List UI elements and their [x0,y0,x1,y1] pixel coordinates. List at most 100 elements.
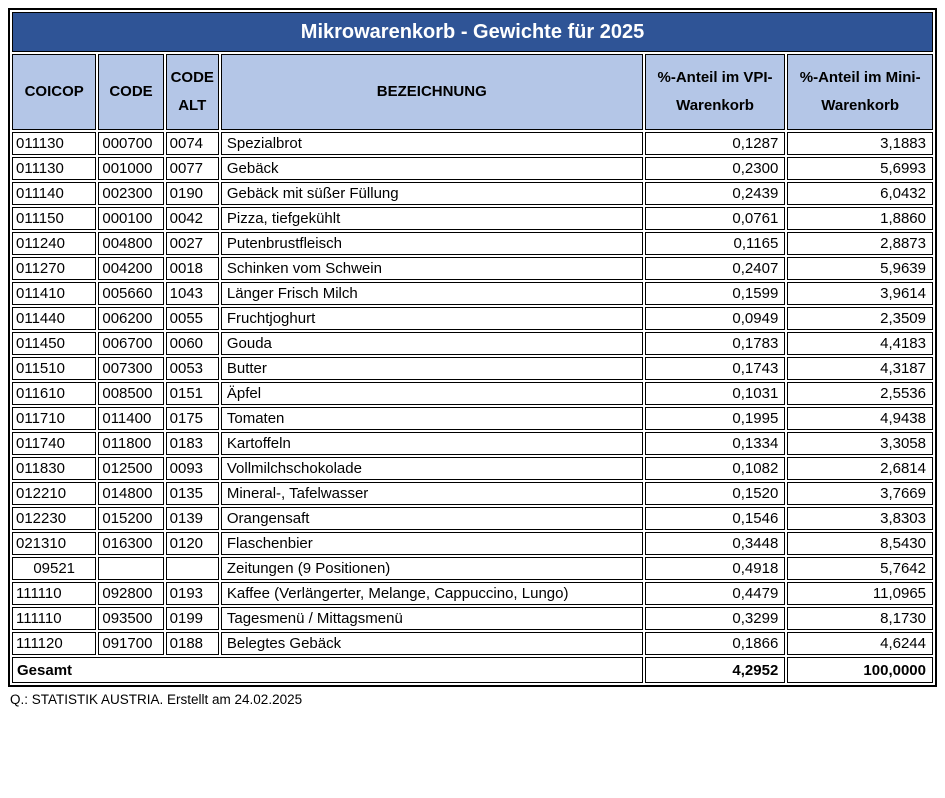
column-header-code-label: CODE [109,83,153,101]
cell-vpi-anteil: 0,1599 [644,282,786,305]
cell-mini-anteil: 4,6244 [787,632,933,655]
cell-mini-anteil: 11,0965 [787,582,933,605]
table-row: 011510 007300 0053 Butter 0,1743 4,3187 [12,357,933,380]
cell-vpi-anteil: 0,4479 [644,582,786,605]
cell-bezeichnung: Pizza, tiefgekühlt [220,207,643,230]
table-row: 012230 015200 0139 Orangensaft 0,1546 3,8303 [12,507,933,530]
column-header-mini-anteil: %-Anteil im Mini- Warenkorb [787,54,933,130]
cell-code-alt: 0183 [165,432,219,455]
cell-coicop: 011610 [12,382,97,405]
table-row: 111120 091700 0188 Belegtes Gebäck 0,1866 4,6… [12,632,933,655]
cell-coicop: 011270 [12,257,97,280]
cell-coicop: 011440 [12,307,97,330]
title-row: Mikrowarenkorb - Gewichte für 2025 [12,12,933,52]
cell-coicop: 021310 [12,532,97,555]
cell-code: 002300 [98,182,164,205]
cell-mini-anteil: 3,8303 [787,507,933,530]
table-row: 011610 008500 0151 Äpfel 0,1031 2,5536 [12,382,933,405]
table-row: 012210 014800 0135 Mineral-, Tafelwasser 0,1… [12,482,933,505]
cell-code-alt: 0027 [165,232,219,255]
cell-coicop: 111110 [12,607,97,630]
cell-mini-anteil: 3,9614 [787,282,933,305]
table-row: 011130 000700 0074 Spezialbrot 0,1287 3,1883 [12,132,933,155]
cell-vpi-anteil: 0,0949 [644,307,786,330]
table-row: 011150 000100 0042 Pizza, tiefgekühlt 0,0761… [12,207,933,230]
column-header-mini-line2: Warenkorb [821,97,900,114]
cell-vpi-anteil: 0,1520 [644,482,786,505]
cell-mini-anteil: 4,9438 [787,407,933,430]
cell-code: 000100 [98,207,164,230]
cell-code: 011400 [98,407,164,430]
cell-code: 012500 [98,457,164,480]
cell-bezeichnung: Putenbrustfleisch [220,232,643,255]
cell-code-alt: 0093 [165,457,219,480]
cell-vpi-anteil: 0,3448 [644,532,786,555]
cell-vpi-anteil: 0,1783 [644,332,786,355]
column-header-vpi-line2: Warenkorb [676,97,754,114]
table-title: Mikrowarenkorb - Gewichte für 2025 [12,12,933,52]
cell-bezeichnung: Belegtes Gebäck [220,632,643,655]
cell-coicop: 09521 [12,557,97,580]
cell-code-alt: 0053 [165,357,219,380]
cell-vpi-anteil: 0,1165 [644,232,786,255]
cell-code-alt: 0188 [165,632,219,655]
cell-mini-anteil: 6,0432 [787,182,933,205]
cell-coicop: 011150 [12,207,97,230]
cell-bezeichnung: Vollmilchschokolade [220,457,643,480]
cell-coicop: 111110 [12,582,97,605]
cell-code: 004800 [98,232,164,255]
cell-bezeichnung: Mineral-, Tafelwasser [220,482,643,505]
column-header-mini-line1: %-Anteil im Mini- [799,69,921,87]
cell-coicop: 012230 [12,507,97,530]
cell-code-alt: 0175 [165,407,219,430]
total-mini-anteil: 100,0000 [787,657,933,683]
cell-vpi-anteil: 0,1866 [644,632,786,655]
cell-code: 005660 [98,282,164,305]
cell-code [98,557,164,580]
cell-code-alt: 0018 [165,257,219,280]
cell-coicop: 011240 [12,232,97,255]
cell-coicop: 011450 [12,332,97,355]
table-row: 011830 012500 0093 Vollmilchschokolade 0,108… [12,457,933,480]
cell-bezeichnung: Tagesmenü / Mittagsmenü [220,607,643,630]
cell-bezeichnung: Gouda [220,332,643,355]
cell-bezeichnung: Zeitungen (9 Positionen) [220,557,643,580]
cell-vpi-anteil: 0,1995 [644,407,786,430]
column-header-bezeichnung-label: BEZEICHNUNG [376,83,487,101]
cell-code-alt: 0077 [165,157,219,180]
cell-coicop: 011130 [12,157,97,180]
cell-bezeichnung: Butter [220,357,643,380]
cell-code-alt: 0193 [165,582,219,605]
page: Mikrowarenkorb - Gewichte für 2025 COICO… [8,8,937,707]
cell-code-alt: 0060 [165,332,219,355]
column-header-coicop: COICOP [12,54,97,130]
cell-code-alt: 0135 [165,482,219,505]
column-header-code-alt-line2: ALT [178,97,207,114]
cell-bezeichnung: Flaschenbier [220,532,643,555]
cell-mini-anteil: 4,4183 [787,332,933,355]
cell-code-alt: 0199 [165,607,219,630]
cell-code: 093500 [98,607,164,630]
table-row: 011450 006700 0060 Gouda 0,1783 4,4183 [12,332,933,355]
table-body: 011130 000700 0074 Spezialbrot 0,1287 3,1883 0… [12,132,933,655]
cell-mini-anteil: 4,3187 [787,357,933,380]
cell-coicop: 011740 [12,432,97,455]
cell-bezeichnung: Schinken vom Schwein [220,257,643,280]
cell-mini-anteil: 2,3509 [787,307,933,330]
cell-coicop: 011410 [12,282,97,305]
cell-mini-anteil: 8,1730 [787,607,933,630]
cell-vpi-anteil: 0,1031 [644,382,786,405]
table-row: 021310 016300 0120 Flaschenbier 0,3448 8,5430 [12,532,933,555]
cell-code: 006200 [98,307,164,330]
cell-code: 092800 [98,582,164,605]
cell-bezeichnung: Tomaten [220,407,643,430]
cell-bezeichnung: Orangensaft [220,507,643,530]
table-row: 011240 004800 0027 Putenbrustfleisch 0,1165 2… [12,232,933,255]
mikrowarenkorb-table: Mikrowarenkorb - Gewichte für 2025 COICO… [8,8,937,687]
cell-code: 016300 [98,532,164,555]
cell-code: 004200 [98,257,164,280]
cell-mini-anteil: 2,6814 [787,457,933,480]
column-header-vpi-anteil: %-Anteil im VPI- Warenkorb [644,54,786,130]
cell-code-alt: 1043 [165,282,219,305]
table-row: 09521 Zeitungen (9 Positionen) 0,4918 5,764… [12,557,933,580]
